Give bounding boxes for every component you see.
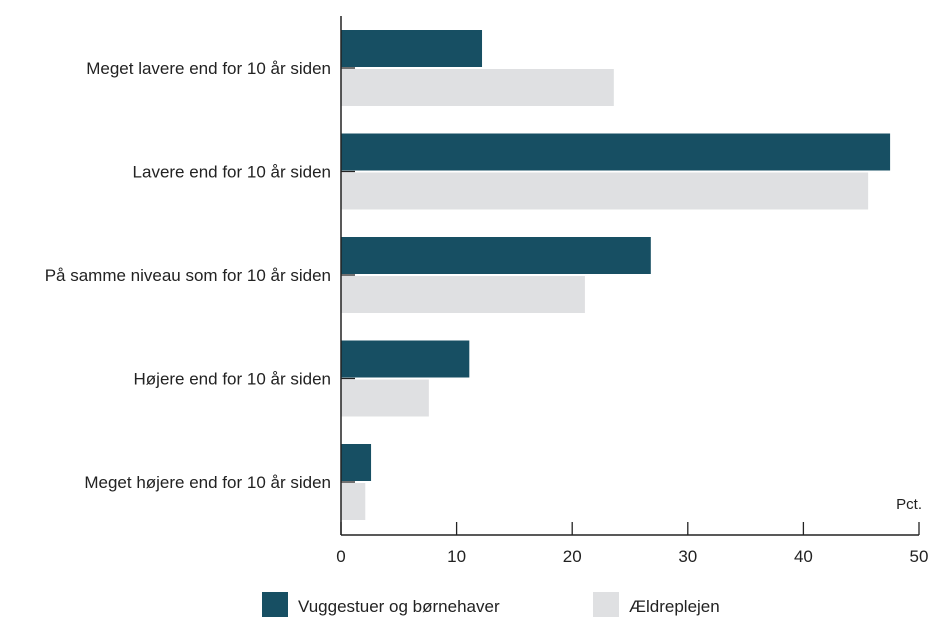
x-axis-unit-label: Pct. — [896, 496, 922, 513]
category-label: Højere end for 10 år siden — [134, 370, 332, 389]
bar-vuggestuer-4 — [341, 444, 372, 481]
legend-swatch — [593, 592, 619, 618]
bar-vuggestuer-1 — [341, 133, 891, 171]
legend-swatch — [262, 592, 288, 618]
category-label: Lavere end for 10 år siden — [133, 163, 331, 182]
x-tick-label: 30 — [678, 547, 697, 566]
x-tick-label: 20 — [563, 547, 582, 566]
bar-vuggestuer-3 — [341, 340, 470, 378]
bar-aeldreplejen-0 — [341, 69, 614, 106]
x-tick-label: 40 — [794, 547, 813, 566]
bar-vuggestuer-0 — [341, 30, 483, 67]
category-label: Meget højere end for 10 år siden — [84, 473, 331, 492]
category-label: På samme niveau som for 10 år siden — [45, 266, 331, 285]
x-tick-label: 10 — [447, 547, 466, 566]
labels-layer: Meget lavere end for 10 år siden Lavere e… — [45, 59, 929, 566]
bar-aeldreplejen-3 — [341, 379, 429, 417]
bar-aeldreplejen-1 — [341, 172, 869, 210]
legend-label: Ældreplejen — [629, 597, 720, 616]
bar-aeldreplejen-2 — [341, 276, 585, 313]
axis-layer — [340, 16, 920, 536]
x-tick-label: 0 — [336, 547, 345, 566]
legend: Vuggestuer og børnehaver Ældreplejen — [262, 592, 720, 618]
category-label: Meget lavere end for 10 år siden — [86, 59, 331, 78]
legend-label: Vuggestuer og børnehaver — [298, 597, 500, 616]
bars-layer — [341, 30, 891, 520]
x-tick-label: 50 — [910, 547, 929, 566]
bar-vuggestuer-2 — [341, 237, 651, 274]
bar-aeldreplejen-4 — [341, 483, 366, 520]
